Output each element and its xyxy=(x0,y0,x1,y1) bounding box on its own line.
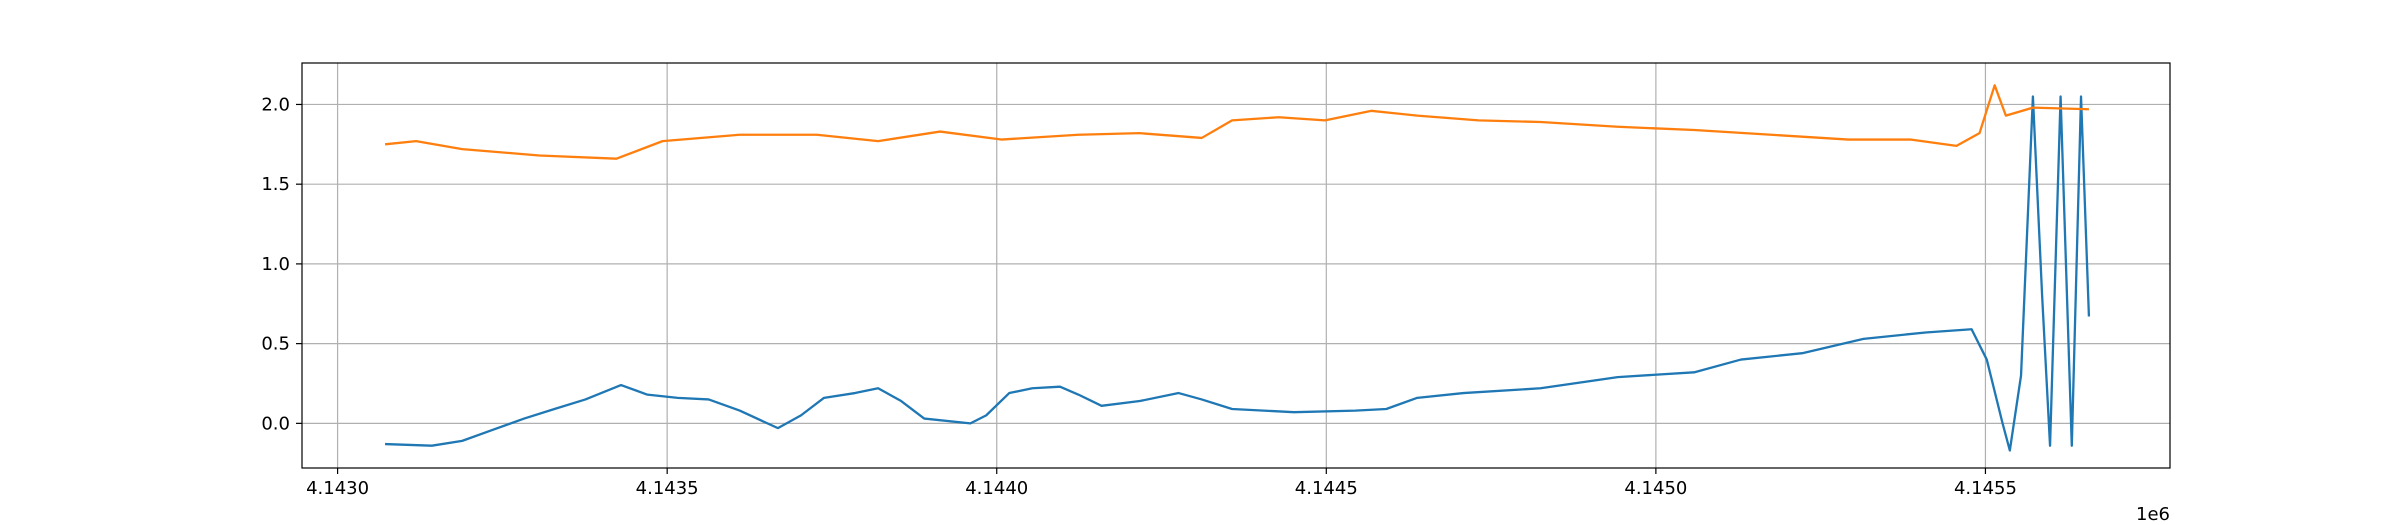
x-tick-label: 4.1440 xyxy=(965,478,1028,499)
x-tick-label: 4.1430 xyxy=(306,478,369,499)
y-tick-label: 0.5 xyxy=(261,334,290,355)
y-tick-label: 0.0 xyxy=(261,413,290,434)
x-tick-label: 4.1445 xyxy=(1295,478,1358,499)
series-line xyxy=(385,95,2091,452)
x-tick-label: 4.1435 xyxy=(636,478,699,499)
series-line xyxy=(384,84,2089,160)
y-tick-label: 1.5 xyxy=(261,174,290,195)
offset-text: 1e6 xyxy=(2136,504,2170,525)
axes-frame xyxy=(301,62,2171,469)
y-tick-label: 2.0 xyxy=(261,94,290,115)
y-tick-label: 1.0 xyxy=(261,254,290,275)
x-tick-label: 4.1450 xyxy=(1624,478,1687,499)
x-tick-label: 4.1455 xyxy=(1954,478,2017,499)
